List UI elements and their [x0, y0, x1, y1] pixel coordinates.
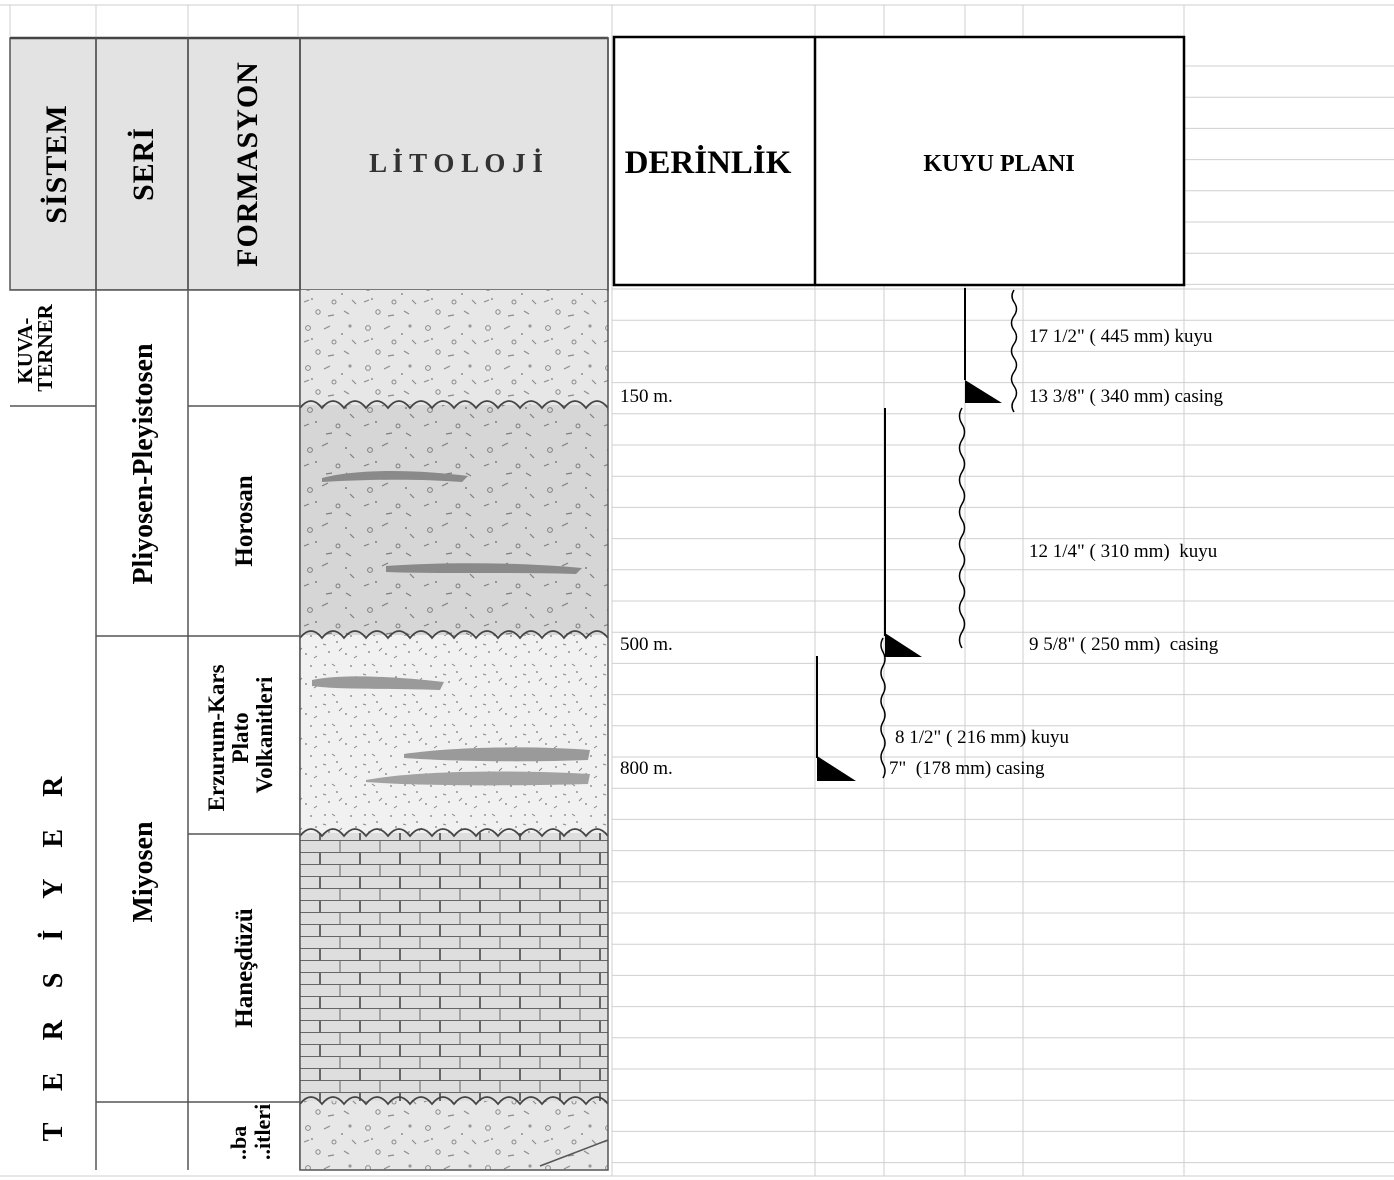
label-8-1-2-kuyu: 8 1/2" ( 216 mm) kuyu: [895, 727, 1069, 748]
depth-markers: 150 m. 500 m. 800 m.: [620, 386, 673, 779]
lithology-column: [299, 37, 609, 1171]
well-header: DERİNLİK KUYU PLANI: [612, 35, 1186, 287]
sistem-header: SİSTEM: [40, 104, 73, 223]
depth-marker-500: 500 m.: [620, 634, 673, 655]
label-9-5-8-casing: 9 5/8" ( 250 mm) casing: [1029, 634, 1219, 655]
litoloji-header: L İ T O L O J İ: [369, 148, 543, 178]
hole-8-1-2: [880, 637, 886, 779]
sistem-kuvaterner-label: KUVA- TERNER: [13, 303, 57, 391]
well-plan-labels: 17 1/2" ( 445 mm) kuyu 13 3/8" ( 340 mm)…: [889, 326, 1224, 779]
depth-marker-800: 800 m.: [620, 758, 673, 779]
formasyon-hanesduzu-label: Haneşdüzü: [231, 908, 258, 1028]
hole-17-1-2: [1010, 289, 1018, 413]
derinlik-header: DERİNLİK: [625, 143, 792, 181]
depth-marker-150: 150 m.: [620, 386, 673, 407]
kuyu-plani-header: KUYU PLANI: [923, 151, 1074, 177]
label-12-1-4-kuyu: 12 1/4" ( 310 mm) kuyu: [1029, 541, 1218, 562]
well-plan-schematic: [816, 288, 1018, 781]
seri-header: SERİ: [127, 127, 160, 201]
formasyon-header: FORMASYON: [231, 61, 264, 267]
formasyon-horosan-label: Horosan: [231, 475, 258, 566]
casing-shoe-800: [817, 756, 856, 781]
casing-shoe-150: [965, 380, 1002, 403]
formasyon-erzurum-kars-label: Erzurum-Kars Plato Volkanitleri: [204, 659, 277, 812]
label-7-casing: 7" (178 mm) casing: [889, 758, 1045, 779]
hole-12-1-4: [958, 407, 966, 649]
formasyon-bottom-label: ..ba ..itleri: [226, 1104, 275, 1160]
seri-miyosen-label: Miyosen: [128, 821, 159, 923]
seri-pliyosen-pleyistosen-label: Pliyosen-Pleyistosen: [128, 343, 159, 585]
label-17-1-2-kuyu: 17 1/2" ( 445 mm) kuyu: [1029, 326, 1213, 347]
stratigraphic-column: SİSTEM SERİ FORMASYON L İ T O L O J İ KU…: [9, 36, 609, 1171]
label-13-3-8-casing: 13 3/8" ( 340 mm) casing: [1029, 386, 1224, 407]
casing-shoe-500: [885, 633, 922, 657]
sistem-tersiyer-label: T E R S İ Y E R: [38, 771, 69, 1142]
